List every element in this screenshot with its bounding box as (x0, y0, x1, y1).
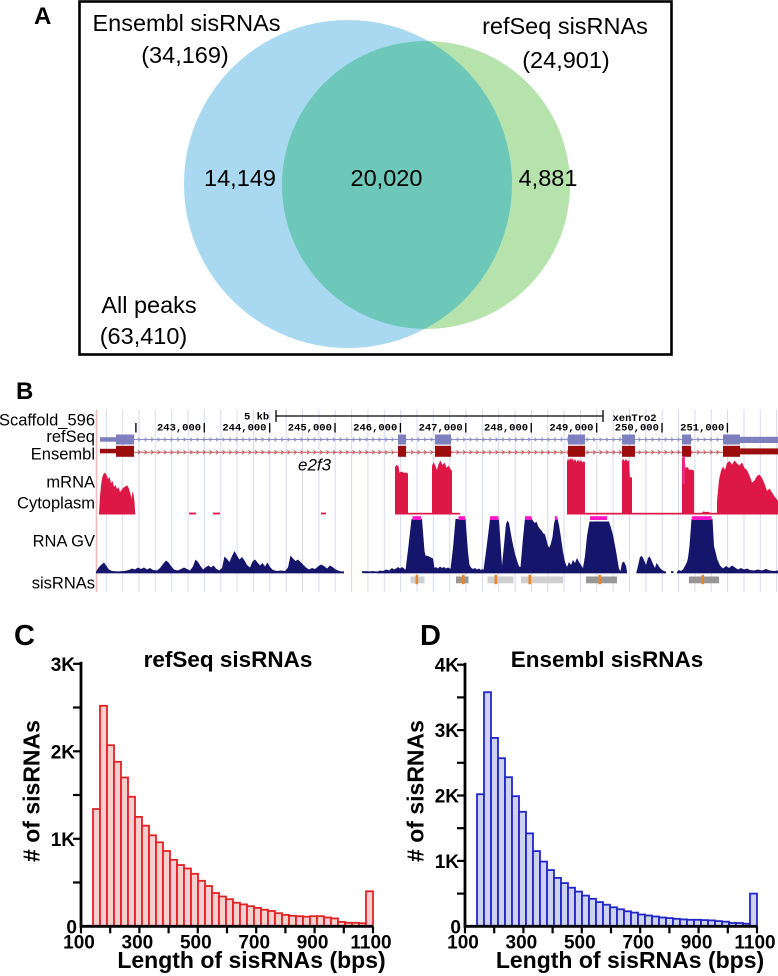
svg-text:500: 500 (564, 932, 596, 953)
svg-text:14,149: 14,149 (204, 165, 276, 191)
svg-text:300: 300 (122, 932, 154, 953)
svg-text:4K: 4K (435, 656, 460, 677)
svg-text:1100: 1100 (734, 932, 775, 953)
svg-text:e2f3: e2f3 (298, 456, 332, 475)
svg-text:Ensembl sisRNAs: Ensembl sisRNAs (92, 10, 280, 36)
svg-text:(63,410): (63,410) (100, 323, 188, 349)
svg-text:1K: 1K (435, 852, 460, 873)
svg-text:Ensembl: Ensembl (31, 446, 95, 464)
svg-text:20,020: 20,020 (351, 165, 423, 191)
svg-text:B: B (16, 378, 33, 405)
svg-text:100: 100 (447, 932, 479, 953)
svg-text:D: D (420, 620, 441, 652)
svg-text:refSeq: refSeq (46, 428, 95, 446)
svg-text:refSeq sisRNAs: refSeq sisRNAs (144, 647, 313, 672)
svg-text:3K: 3K (435, 721, 460, 742)
svg-text:1K: 1K (51, 830, 76, 851)
svg-text:|: | (133, 423, 139, 435)
svg-text:245,000|: 245,000| (288, 423, 338, 435)
svg-text:0: 0 (450, 917, 461, 938)
svg-text:(34,169): (34,169) (141, 42, 229, 68)
svg-text:300: 300 (506, 932, 538, 953)
svg-text:refSeq sisRNAs: refSeq sisRNAs (482, 13, 648, 39)
svg-text:246,000|: 246,000| (353, 423, 403, 435)
svg-text:251,000|: 251,000| (680, 423, 730, 435)
svg-text:mRNA: mRNA (46, 474, 95, 492)
svg-text:244,000|: 244,000| (222, 423, 272, 435)
svg-text:1100: 1100 (350, 932, 391, 953)
svg-text:700: 700 (238, 932, 270, 953)
svg-text:Length of sisRNAs (bps): Length of sisRNAs (bps) (117, 947, 385, 973)
svg-text:Length of sisRNAs (bps): Length of sisRNAs (bps) (496, 947, 764, 973)
svg-text:100: 100 (63, 932, 95, 953)
svg-text:xenTro2: xenTro2 (613, 413, 657, 425)
svg-text:sisRNAs: sisRNAs (32, 575, 95, 593)
svg-text:Cytoplasm: Cytoplasm (17, 495, 95, 513)
svg-text:3K: 3K (51, 655, 76, 676)
svg-text:248,000|: 248,000| (484, 423, 534, 435)
svg-text:243,000|: 243,000| (157, 423, 207, 435)
svg-text:All peaks: All peaks (101, 292, 196, 318)
svg-text:C: C (14, 620, 35, 652)
svg-text:A: A (34, 3, 51, 30)
svg-text:Ensembl sisRNAs: Ensembl sisRNAs (511, 647, 704, 672)
svg-text:900: 900 (681, 932, 713, 953)
svg-text:700: 700 (622, 932, 654, 953)
svg-text:RNA GV: RNA GV (33, 533, 95, 551)
svg-text:5 kb: 5 kb (244, 412, 269, 424)
svg-text:Scaffold_596: Scaffold_596 (0, 412, 95, 430)
svg-text:2K: 2K (51, 742, 76, 763)
svg-text:2K: 2K (435, 787, 460, 808)
svg-text:# of sisRNAs: # of sisRNAs (403, 720, 429, 862)
svg-text:0: 0 (66, 917, 77, 938)
svg-text:(24,901): (24,901) (522, 47, 610, 73)
svg-text:4,881: 4,881 (519, 165, 578, 191)
svg-text:247,000|: 247,000| (419, 423, 469, 435)
svg-text:249,000|: 249,000| (549, 423, 599, 435)
svg-text:500: 500 (180, 932, 212, 953)
svg-text:250,000|: 250,000| (615, 423, 665, 435)
svg-text:# of sisRNAs: # of sisRNAs (19, 720, 45, 862)
svg-text:900: 900 (297, 932, 329, 953)
